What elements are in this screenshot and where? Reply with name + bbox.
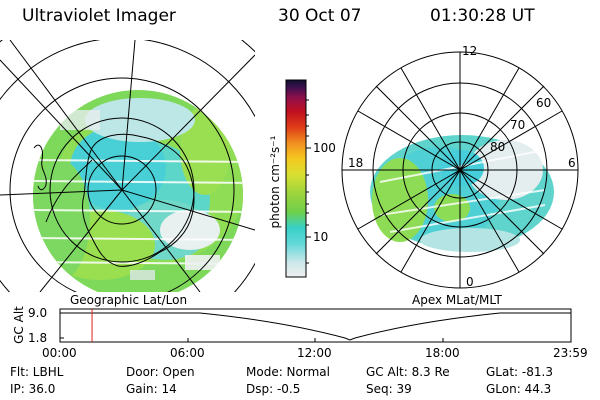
mlt-lines	[342, 52, 578, 288]
timeline-xtick-0600: 06:00	[170, 346, 205, 360]
timeline-xtick-1800: 18:00	[425, 346, 460, 360]
timeline-xtick-2359: 23:59	[553, 346, 588, 360]
info-gc-alt: GC Alt: 8.3 Re	[366, 365, 450, 379]
timeline-xtick-0000: 00:00	[42, 346, 77, 360]
mlat-label-80: 80	[490, 140, 506, 154]
apex-map	[341, 51, 579, 289]
colorbar-unit-label: photon cm⁻²s⁻¹	[268, 135, 282, 229]
timeline-ylabel: GC Alt	[12, 306, 26, 344]
colorbar	[285, 79, 311, 278]
info-filter: Flt: LBHL	[10, 365, 64, 379]
mlat-label-70: 70	[510, 118, 526, 132]
info-glat: GLat: -81.3	[486, 365, 553, 379]
info-dsp: Dsp: -0.5	[246, 382, 301, 396]
colorbar-label-100: 100	[313, 141, 336, 155]
info-door: Door: Open	[126, 365, 195, 379]
colorbar-label-10: 10	[313, 230, 329, 244]
instrument-title: Ultraviolet Imager	[22, 6, 176, 26]
observation-time: 01:30:28 UT	[430, 6, 535, 26]
geographic-map-label: Geographic Lat/Lon	[70, 293, 188, 307]
info-gain: Gain: 14	[126, 382, 177, 396]
mlt-label-0: 0	[466, 275, 474, 289]
timeline-ytick-1.8: 1.8	[28, 331, 48, 345]
geo-lat-circles	[0, 40, 255, 292]
timeline-ticks	[59, 312, 572, 342]
timeline-ytick-9: 9.0	[28, 306, 48, 320]
info-mode: Mode: Normal	[246, 365, 330, 379]
observation-date: 30 Oct 07	[278, 6, 362, 26]
orbit-altitude-timeline	[59, 308, 572, 343]
coastline	[33, 144, 47, 191]
info-seq: Seq: 39	[366, 382, 412, 396]
timeline-xtick-1200: 12:00	[297, 346, 332, 360]
right-aurora-image	[370, 135, 554, 252]
mlt-label-6: 6	[568, 156, 576, 170]
mlat-label-60: 60	[536, 96, 552, 110]
mlt-label-18: 18	[348, 156, 364, 170]
left-aurora-image	[33, 90, 243, 292]
geo-lon-lines	[0, 40, 255, 292]
apex-map-label: Apex MLat/MLT	[412, 293, 502, 307]
mlt-label-12: 12	[462, 44, 478, 58]
info-ip: IP: 36.0	[10, 382, 56, 396]
altitude-curve	[60, 312, 571, 341]
info-glon: GLon: 44.3	[486, 382, 552, 396]
